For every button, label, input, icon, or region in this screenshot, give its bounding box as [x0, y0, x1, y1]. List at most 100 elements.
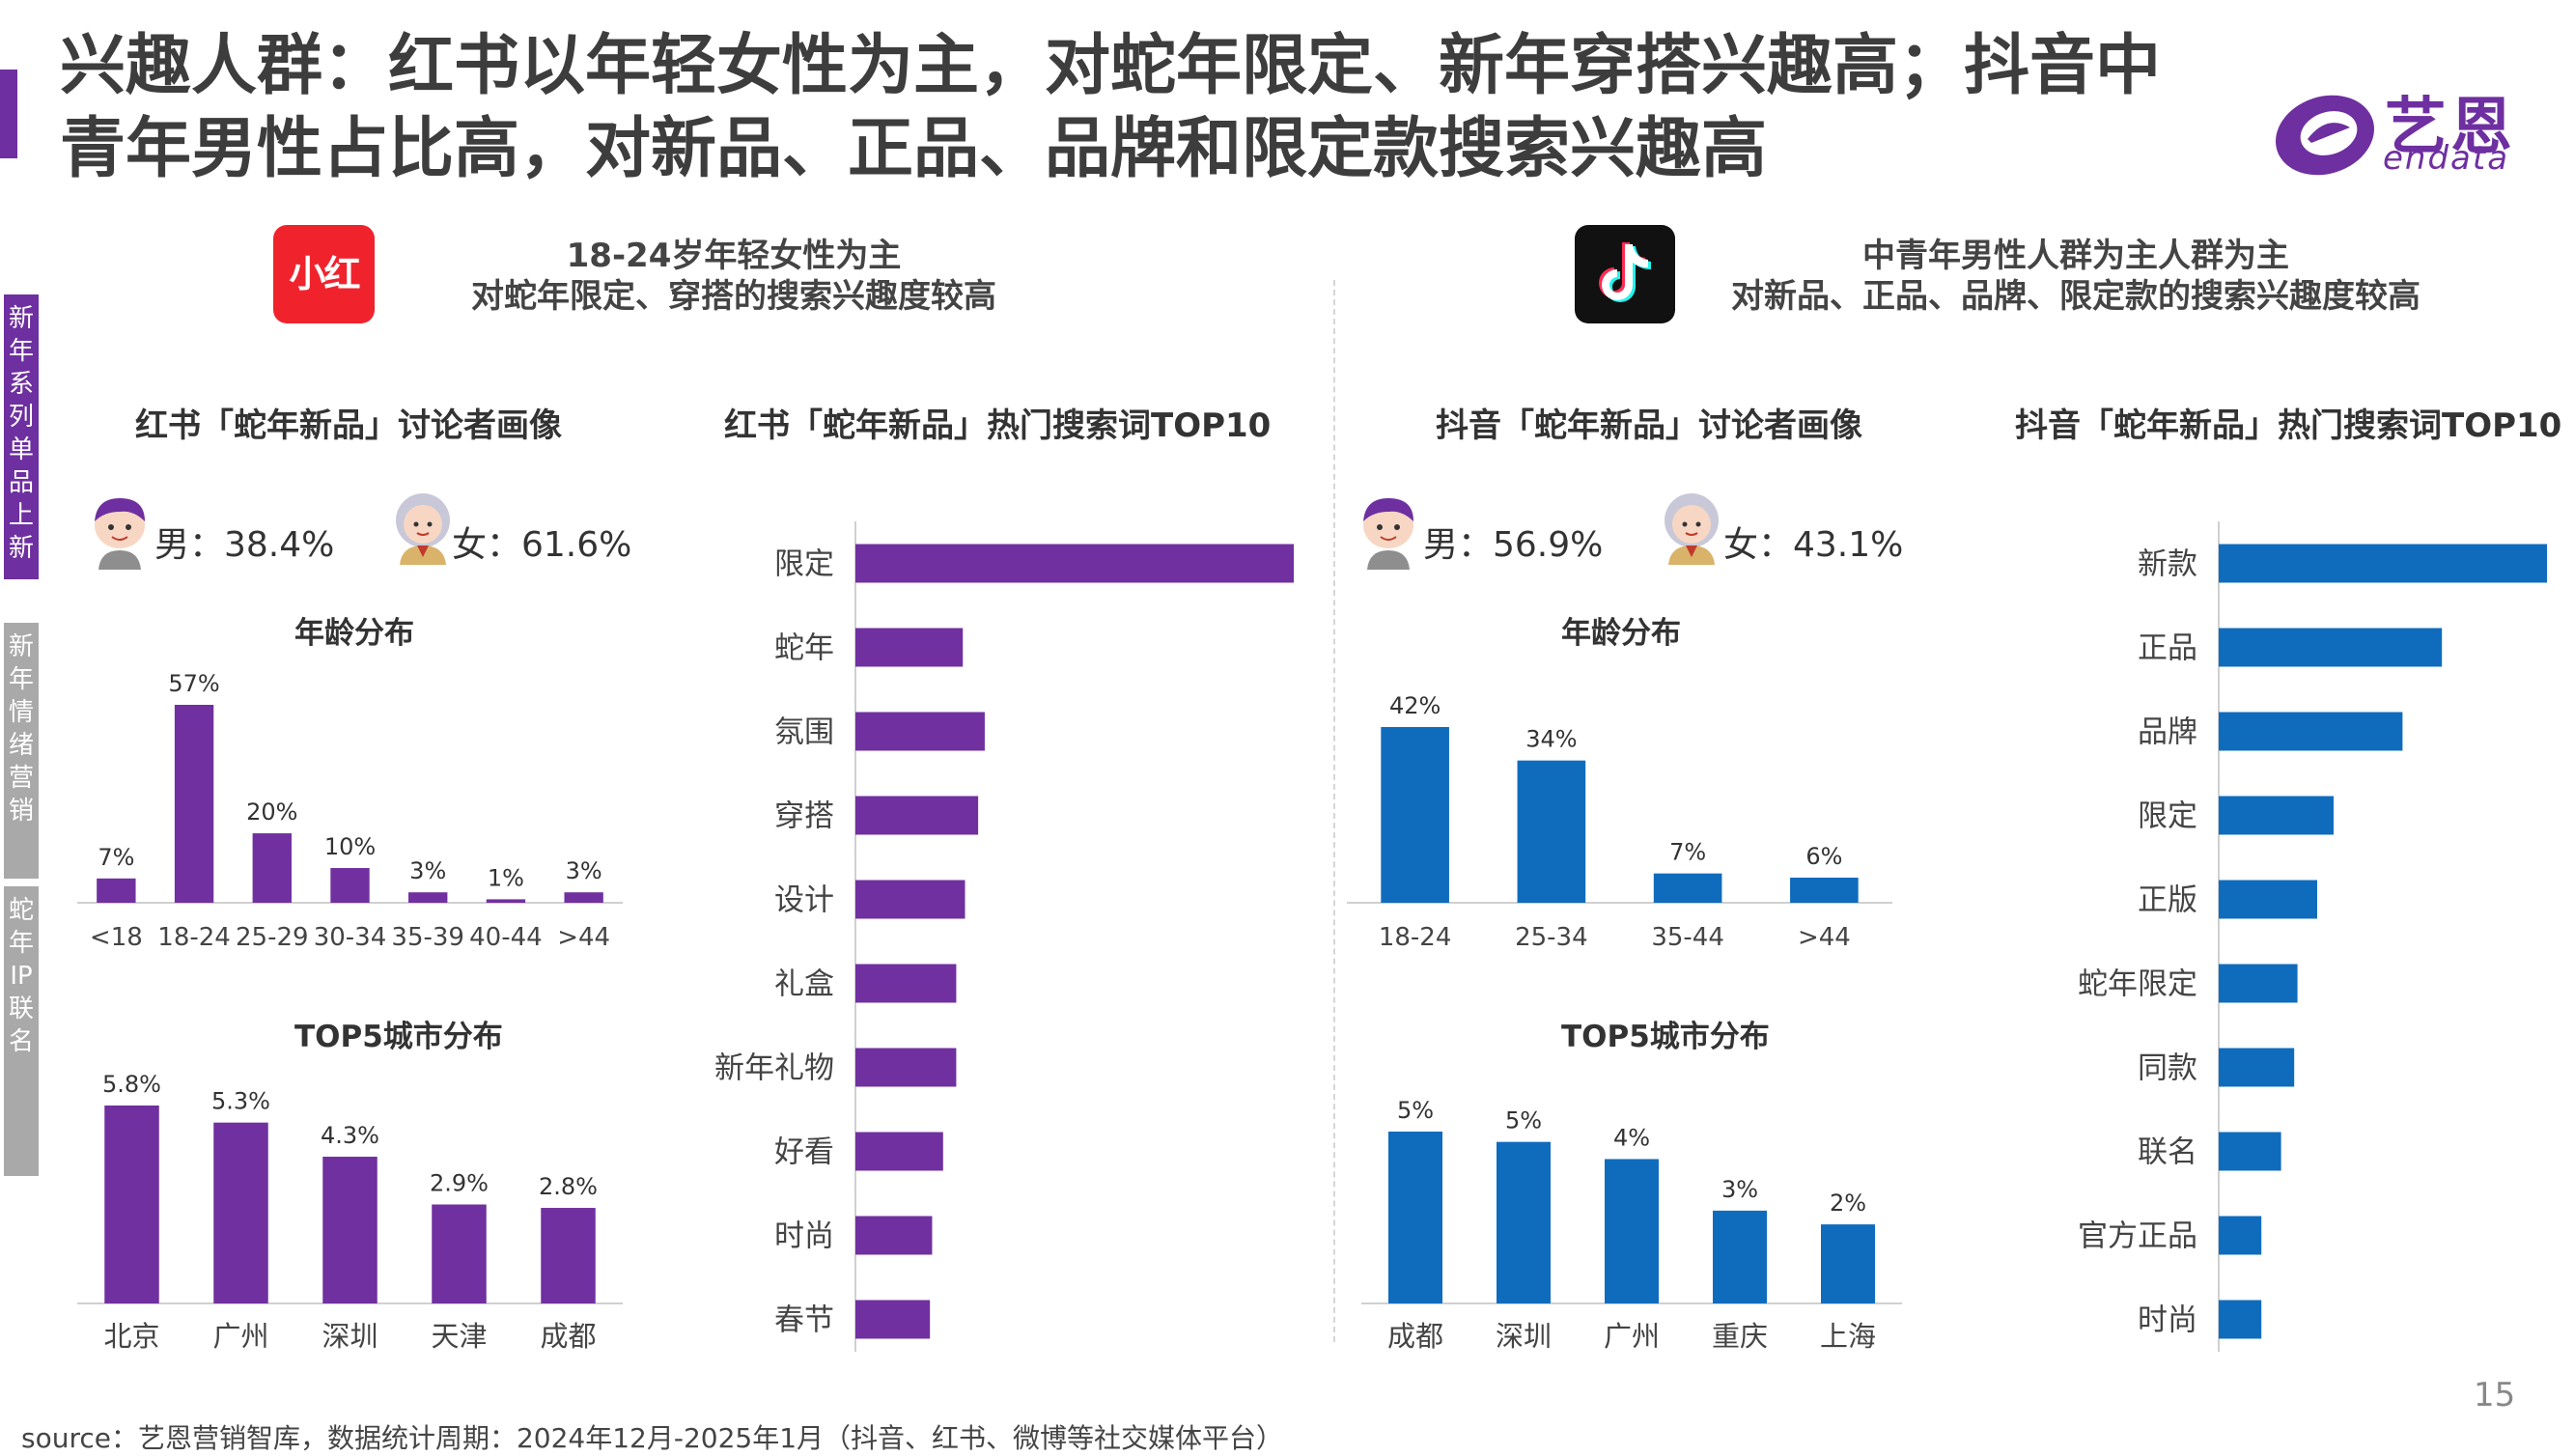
x-tick-label: 北京 — [103, 1320, 159, 1353]
bar — [322, 1157, 378, 1303]
page-number: 15 — [2474, 1376, 2516, 1414]
x-tick-label: 25-34 — [1515, 923, 1588, 952]
bar — [1497, 1141, 1551, 1303]
bar — [2219, 544, 2547, 583]
bar — [2219, 1048, 2295, 1087]
bar — [2219, 1132, 2281, 1171]
bar — [855, 880, 965, 919]
y-tick-label: 氛围 — [774, 715, 834, 750]
data-label: 42% — [1389, 692, 1441, 719]
bar — [1517, 760, 1586, 903]
x-tick-label: 成都 — [540, 1320, 596, 1353]
x-tick-label: 广州 — [1604, 1320, 1660, 1353]
bar — [855, 1300, 931, 1339]
bar — [2219, 796, 2334, 835]
data-label: 20% — [246, 798, 297, 826]
data-label: 10% — [324, 833, 376, 860]
data-label: 5% — [1505, 1107, 1542, 1134]
bar — [486, 899, 526, 903]
data-label: 4.3% — [321, 1122, 379, 1149]
x-tick-label: 天津 — [431, 1320, 487, 1353]
page-title-line-2: 青年男性占比高，对新品、正品、品牌和限定款搜索兴趣高 — [60, 111, 1768, 187]
bar — [174, 705, 214, 903]
side-tab-new-year-items[interactable]: 新年系列单品上新 — [4, 294, 39, 579]
y-tick-label: 官方正品 — [2078, 1219, 2197, 1254]
dy-female-share: 女：43.1% — [1723, 525, 1904, 565]
data-label: 4% — [1613, 1124, 1650, 1151]
x-tick-label: 35-39 — [391, 923, 464, 952]
bar — [855, 1132, 943, 1171]
data-label: 1% — [488, 864, 524, 891]
y-tick-label: 联名 — [2138, 1135, 2197, 1170]
brand-mark-icon — [2276, 95, 2374, 176]
xhs-age-chart: 7% <18 57% 18-24 20% 25-29 10% 30-34 3% 35-39 1% 40… — [77, 670, 623, 952]
data-label: 3% — [1721, 1176, 1758, 1203]
bar — [564, 892, 603, 903]
x-tick-label: 重庆 — [1712, 1320, 1768, 1353]
xhs-intro: 18-24岁年轻女性为主 对蛇年限定、穿搭的搜索兴趣度较高 — [425, 236, 1043, 317]
page-title-line-1: 兴趣人群：红书以年轻女性为主，对蛇年限定、新年穿搭兴趣高；抖音中 — [60, 28, 2162, 104]
data-label: 3% — [566, 857, 602, 884]
dy-intro-line-2: 对新品、正品、品牌、限定款的搜索兴趣度较高 — [1731, 277, 2420, 316]
bar — [408, 892, 448, 903]
dy-profile-title: 抖音「蛇年新品」讨论者画像 — [1436, 406, 1862, 445]
dy-intro: 中青年男性人群为主人群为主 对新品、正品、品牌、限定款的搜索兴趣度较高 — [1719, 236, 2433, 317]
y-tick-label: 蛇年限定 — [2078, 967, 2197, 1002]
bar — [1790, 878, 1859, 903]
bar — [97, 878, 136, 903]
side-tab-emotion-marketing[interactable]: 新年情绪营销 — [4, 623, 39, 879]
bar — [1653, 873, 1722, 903]
x-tick-label: 25-29 — [236, 923, 309, 952]
bar — [432, 1204, 487, 1303]
dy-male-share: 男：56.9% — [1423, 525, 1604, 565]
dy-age-title: 年龄分布 — [1561, 616, 1681, 651]
xhs-profile-title: 红书「蛇年新品」讨论者画像 — [135, 406, 562, 445]
bar — [1381, 727, 1449, 903]
page-title: 兴趣人群：红书以年轻女性为主，对蛇年限定、新年穿搭兴趣高；抖音中 青年男性占比高… — [60, 25, 2184, 191]
data-label: 2% — [1830, 1190, 1866, 1217]
y-tick-label: 时尚 — [2138, 1303, 2197, 1338]
y-tick-label: 同款 — [2138, 1051, 2197, 1086]
bar — [330, 868, 370, 903]
brand-name-en: endata — [2383, 139, 2510, 178]
female-avatar-icon — [1665, 493, 1719, 565]
xhs-intro-line-2: 对蛇年限定、穿搭的搜索兴趣度较高 — [471, 277, 996, 316]
data-label: 7% — [1669, 839, 1706, 866]
bar — [1388, 1132, 1442, 1303]
x-tick-label: 上海 — [1820, 1320, 1876, 1353]
y-tick-label: 限定 — [2138, 799, 2197, 834]
y-tick-label: 穿搭 — [774, 799, 834, 834]
side-tab-ip-collab[interactable]: 蛇年IP联名 — [4, 886, 39, 1176]
dy-city-title: TOP5城市分布 — [1561, 1020, 1770, 1054]
xhs-age-title: 年龄分布 — [294, 616, 414, 651]
brand-name-cn: 艺恩 — [2385, 92, 2516, 163]
y-tick-label: 礼盒 — [774, 967, 834, 1002]
title-accent-bar — [0, 70, 17, 158]
bar — [1605, 1159, 1659, 1303]
x-tick-label: 18-24 — [1379, 923, 1452, 952]
bar — [541, 1208, 596, 1303]
y-tick-label: 正品 — [2138, 631, 2197, 666]
bar — [2219, 1216, 2262, 1255]
xhs-intro-line-1: 18-24岁年轻女性为主 — [566, 237, 902, 275]
bar — [855, 712, 985, 751]
data-label: 34% — [1525, 726, 1577, 753]
y-tick-label: 正版 — [2138, 883, 2197, 918]
source-note: source：艺恩营销智库，数据统计周期：2024年12月-2025年1月（抖音… — [21, 1422, 1284, 1454]
x-tick-label: 深圳 — [1496, 1320, 1552, 1353]
x-tick-label: 广州 — [212, 1320, 268, 1353]
y-tick-label: 春节 — [774, 1303, 834, 1338]
bar — [2219, 880, 2317, 919]
dy-city-chart: 5% 成都 5% 深圳 4% 广州 3% 重庆 2% 上海 — [1361, 1097, 1902, 1353]
bar — [2219, 964, 2298, 1003]
data-label: 7% — [98, 844, 134, 871]
data-label: 2.9% — [430, 1170, 489, 1197]
x-tick-label: >44 — [1798, 923, 1851, 952]
bar — [855, 1216, 933, 1255]
data-label: 3% — [409, 857, 446, 884]
bar — [1713, 1210, 1767, 1303]
bar — [213, 1122, 268, 1303]
data-label: 5% — [1397, 1097, 1434, 1124]
